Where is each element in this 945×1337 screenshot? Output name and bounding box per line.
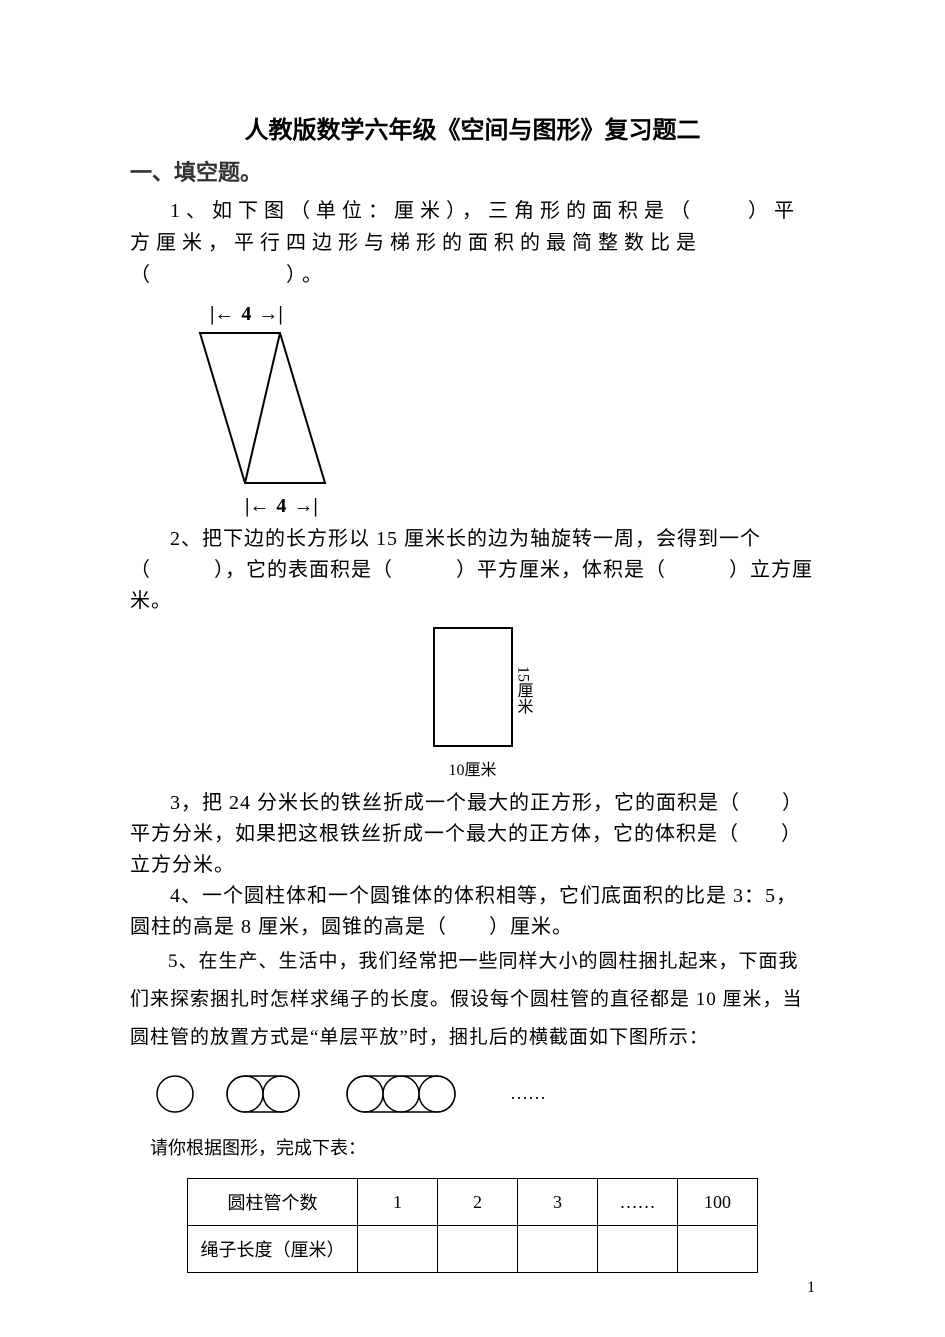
table-cell: [438, 1226, 518, 1273]
table-cell: [598, 1226, 678, 1273]
rectangle-shape: [433, 627, 513, 747]
table-cell: 1: [358, 1179, 438, 1226]
page-title: 人教版数学六年级《空间与图形》复习题二: [130, 110, 815, 145]
pipe-table: 圆柱管个数 1 2 3 …… 100 绳子长度（厘米）: [187, 1178, 758, 1273]
figure-1-parallelogram: |← 4 →| |← 4 →|: [150, 303, 815, 518]
question-5: 5、在生产、生活中，我们经常把一些同样大小的圆柱捆扎起来，下面我们来探索捆扎时怎…: [130, 943, 815, 1057]
fig1-top-dimension: |← 4 →|: [210, 303, 815, 326]
fig1-bottom-value: 4: [276, 495, 286, 518]
fig3-ellipsis: ……: [510, 1083, 546, 1103]
page-number: 1: [807, 1279, 815, 1297]
table-cell: 2: [438, 1179, 518, 1226]
table-cell: [678, 1226, 758, 1273]
question-1: 1、如下图（单位：厘米），三角形的面积是（ ）平方厘米，平行四边形与梯形的面积的…: [130, 195, 815, 291]
table-cell: 圆柱管个数: [188, 1179, 358, 1226]
fig1-top-value: 4: [241, 303, 251, 326]
table-row: 圆柱管个数 1 2 3 …… 100: [188, 1179, 758, 1226]
question-3: 3，把 24 分米长的铁丝折成一个最大的正方形，它的面积是（ ）平方分米，如果把…: [130, 788, 815, 881]
figure-2-rectangle: 15厘米 10厘米: [130, 627, 815, 780]
table-cell: 绳子长度（厘米）: [188, 1226, 358, 1273]
fig1-bottom-dimension: |← 4 →|: [245, 495, 815, 518]
table-cell: 3: [518, 1179, 598, 1226]
fig2-side-label: 15厘米: [511, 666, 535, 714]
table-cell: ……: [598, 1179, 678, 1226]
table-row: 绳子长度（厘米）: [188, 1226, 758, 1273]
table-cell: [358, 1226, 438, 1273]
complete-instruction: 请你根据图形，完成下表：: [150, 1134, 815, 1160]
fig2-bottom-label: 10厘米: [130, 756, 815, 780]
question-2: 2、把下边的长方形以 15 厘米长的边为轴旋转一周，会得到一个（ ），它的表面积…: [130, 524, 815, 617]
table-cell: 100: [678, 1179, 758, 1226]
figure-3-circles: ……: [150, 1069, 815, 1124]
section-heading: 一、填空题。: [130, 155, 815, 187]
question-4: 4、一个圆柱体和一个圆锥体的体积相等，它们底面积的比是 3：5，圆柱的高是 8 …: [130, 881, 815, 943]
table-cell: [518, 1226, 598, 1273]
parallelogram-svg: [150, 328, 360, 488]
